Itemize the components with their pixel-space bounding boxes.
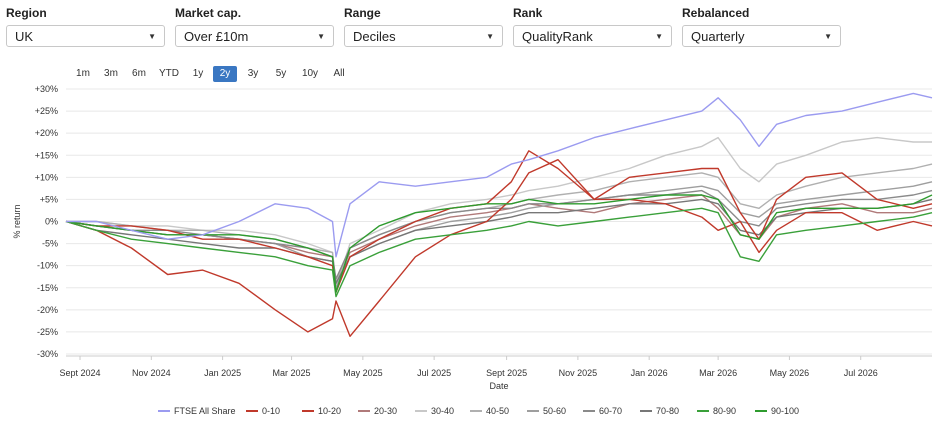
market-cap-label: Market cap. xyxy=(175,6,242,20)
range-button-3m[interactable]: 3m xyxy=(104,68,118,79)
legend-label: 10-20 xyxy=(318,406,341,416)
series-line-ftse-all-share xyxy=(66,92,933,258)
rebalanced-filter: Rebalanced Quarterly ▼ xyxy=(682,6,841,47)
x-tick-label: Mar 2025 xyxy=(273,368,311,378)
range-button-6m[interactable]: 6m xyxy=(132,68,146,79)
series-line-20-30 xyxy=(65,194,933,284)
y-tick-label: -25% xyxy=(37,327,58,337)
legend-label: 0-10 xyxy=(262,406,280,416)
region-label: Region xyxy=(6,6,47,20)
series-line-50-60 xyxy=(65,181,933,289)
range-button-1y[interactable]: 1y xyxy=(192,68,204,79)
rebalanced-value: Quarterly xyxy=(691,29,745,44)
x-tick-label: May 2025 xyxy=(343,368,383,378)
legend-label: 60-70 xyxy=(599,406,622,416)
y-tick-label: +15% xyxy=(35,150,58,160)
y-tick-label: 0% xyxy=(45,217,58,227)
rank-label: Rank xyxy=(513,6,543,20)
rebalanced-label: Rebalanced xyxy=(682,6,750,20)
caret-down-icon: ▼ xyxy=(824,32,832,41)
range-button-ytd[interactable]: YTD xyxy=(159,68,179,79)
legend-label: 20-30 xyxy=(374,406,397,416)
market-cap-value: Over £10m xyxy=(184,29,249,44)
x-tick-label: Sept 2025 xyxy=(486,368,527,378)
legend-label: 40-50 xyxy=(486,406,509,416)
range-label: Range xyxy=(344,6,381,20)
series-line-70-80 xyxy=(65,198,933,284)
x-tick-label: Mar 2026 xyxy=(699,368,737,378)
legend-label: 90-100 xyxy=(771,406,799,416)
y-tick-label: +25% xyxy=(35,106,58,116)
range-filter: Range Deciles ▼ xyxy=(344,6,503,47)
market-cap-select[interactable]: Over £10m ▼ xyxy=(175,25,334,47)
series-line-40-50 xyxy=(66,163,933,284)
series-line-0-10 xyxy=(65,158,933,337)
y-axis-title: % return xyxy=(12,204,22,238)
legend-label: 50-60 xyxy=(543,406,566,416)
y-tick-label: -30% xyxy=(37,349,58,359)
caret-down-icon: ▼ xyxy=(317,32,325,41)
x-tick-label: Jul 2025 xyxy=(417,368,451,378)
y-tick-label: -10% xyxy=(37,261,58,271)
y-tick-label: -5% xyxy=(42,239,58,249)
legend-label: 80-90 xyxy=(713,406,736,416)
series-line-10-20 xyxy=(65,150,933,293)
caret-down-icon: ▼ xyxy=(655,32,663,41)
range-button-2y[interactable]: 2y xyxy=(213,66,237,82)
y-tick-label: -15% xyxy=(37,283,58,293)
x-tick-label: Sept 2024 xyxy=(60,368,101,378)
series-line-80-90 xyxy=(65,207,933,298)
caret-down-icon: ▼ xyxy=(148,32,156,41)
rank-value: QualityRank xyxy=(522,29,593,44)
series-line-60-70 xyxy=(65,189,933,280)
series-line-90-100 xyxy=(65,194,933,293)
rank-select[interactable]: QualityRank ▼ xyxy=(513,25,672,47)
x-tick-label: Nov 2025 xyxy=(559,368,598,378)
caret-down-icon: ▼ xyxy=(486,32,494,41)
market-cap-filter: Market cap. Over £10m ▼ xyxy=(175,6,334,47)
x-tick-label: Jan 2026 xyxy=(631,368,668,378)
filter-bar: Region UK ▼ Market cap. Over £10m ▼ Rang… xyxy=(6,6,936,50)
legend-label: FTSE All Share xyxy=(174,406,236,416)
range-button-5y[interactable]: 5y xyxy=(275,68,287,79)
x-tick-label: Jul 2026 xyxy=(844,368,878,378)
rank-filter: Rank QualityRank ▼ xyxy=(513,6,672,47)
y-tick-label: -20% xyxy=(37,305,58,315)
range-button-1m[interactable]: 1m xyxy=(76,68,90,79)
range-button-all[interactable]: All xyxy=(333,68,345,79)
y-tick-label: +10% xyxy=(35,172,58,182)
range-button-3y[interactable]: 3y xyxy=(247,68,259,79)
range-value: Deciles xyxy=(353,29,396,44)
range-button-10y[interactable]: 10y xyxy=(301,68,319,79)
y-tick-label: +30% xyxy=(35,84,58,94)
region-select[interactable]: UK ▼ xyxy=(6,25,165,47)
x-tick-label: May 2026 xyxy=(770,368,810,378)
x-tick-label: Nov 2024 xyxy=(132,368,171,378)
legend-label: 30-40 xyxy=(431,406,454,416)
legend-label: 70-80 xyxy=(656,406,679,416)
series-line-30-40 xyxy=(66,136,932,289)
rebalanced-select[interactable]: Quarterly ▼ xyxy=(682,25,841,47)
range-select[interactable]: Deciles ▼ xyxy=(344,25,503,47)
region-filter: Region UK ▼ xyxy=(6,6,165,47)
region-value: UK xyxy=(15,29,34,44)
x-tick-label: Jan 2025 xyxy=(204,368,241,378)
y-tick-label: +20% xyxy=(35,128,58,138)
x-axis-title: Date xyxy=(489,381,508,391)
y-tick-label: +5% xyxy=(40,194,58,204)
